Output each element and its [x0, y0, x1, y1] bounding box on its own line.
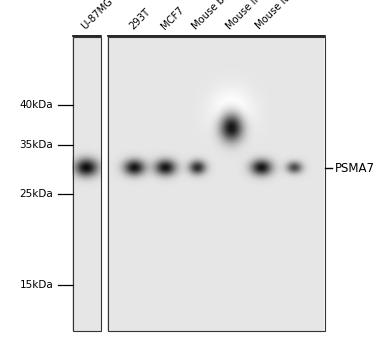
Text: Mouse liver: Mouse liver — [224, 0, 272, 32]
Bar — [108, 37, 325, 331]
Bar — [73, 37, 101, 331]
Text: MCF7: MCF7 — [159, 5, 185, 32]
Text: 35kDa: 35kDa — [19, 140, 53, 150]
Text: U-87MG: U-87MG — [79, 0, 115, 32]
Text: PSMA7: PSMA7 — [335, 161, 373, 175]
Text: 25kDa: 25kDa — [19, 189, 53, 199]
Text: 15kDa: 15kDa — [19, 280, 53, 290]
Text: Mouse lung: Mouse lung — [254, 0, 302, 32]
Text: Mouse brain: Mouse brain — [191, 0, 241, 32]
Text: 40kDa: 40kDa — [19, 100, 53, 110]
Text: 293T: 293T — [127, 7, 152, 31]
